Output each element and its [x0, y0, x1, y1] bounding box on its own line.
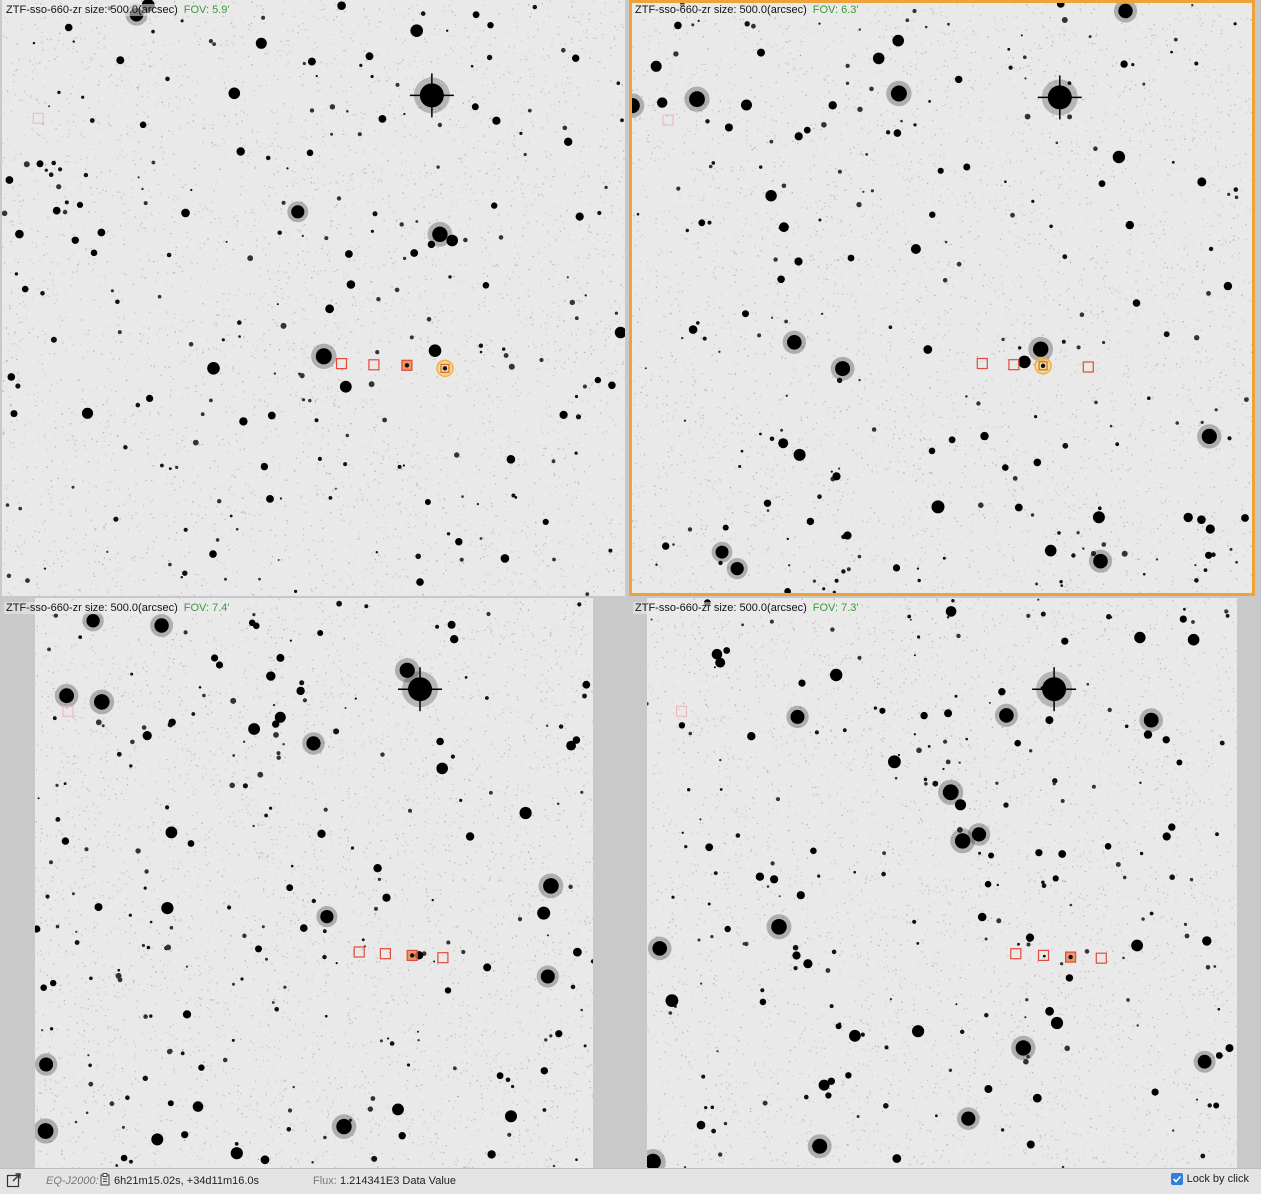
image-plot[interactable]: [2, 0, 625, 596]
coord-system-label: EQ-J2000:: [46, 1175, 99, 1187]
fov-label: FOV: 5.9': [184, 4, 230, 16]
fov-label: FOV: 7.4': [184, 602, 230, 614]
image-plot[interactable]: [35, 598, 593, 1168]
star-field-image[interactable]: [2, 0, 625, 596]
panel-title-text: ZTF-sso-660-zr size: 500.0(arcsec): [6, 4, 178, 16]
panel-title-text: ZTF-sso-660-zr size: 500.0(arcsec): [635, 4, 807, 16]
panel-title: ZTF-sso-660-zr size: 500.0(arcsec) FOV: 7…: [4, 602, 231, 614]
image-panel-2[interactable]: ZTF-sso-660-zr size: 500.0(arcsec) FOV: 6…: [629, 0, 1255, 596]
lock-checkbox[interactable]: [1171, 1173, 1183, 1185]
star-field-image[interactable]: [647, 598, 1237, 1168]
image-plot[interactable]: [632, 3, 1252, 593]
image-panel-3[interactable]: ZTF-sso-660-zr size: 500.0(arcsec) FOV: 7…: [0, 598, 627, 1168]
image-plot[interactable]: [647, 598, 1237, 1168]
fov-label: FOV: 7.3': [813, 602, 859, 614]
panel-title: ZTF-sso-660-zr size: 500.0(arcsec) FOV: 6…: [633, 4, 860, 16]
image-panel-4[interactable]: ZTF-sso-660-zr size: 500.0(arcsec) FOV: 7…: [629, 598, 1255, 1168]
fov-label: FOV: 6.3': [813, 4, 859, 16]
star-field-image[interactable]: [35, 598, 593, 1168]
lock-label: Lock by click: [1187, 1173, 1249, 1185]
check-icon: [1172, 1174, 1182, 1184]
coord-value: 6h21m15.02s, +34d11m16.0s: [114, 1175, 259, 1187]
flux-label: Flux:: [313, 1175, 337, 1187]
panel-title: ZTF-sso-660-zr size: 500.0(arcsec) FOV: 7…: [633, 602, 860, 614]
panel-title-text: ZTF-sso-660-zr size: 500.0(arcsec): [635, 602, 807, 614]
panel-title: ZTF-sso-660-zr size: 500.0(arcsec) FOV: 5…: [4, 4, 231, 16]
panel-title-text: ZTF-sso-660-zr size: 500.0(arcsec): [6, 602, 178, 614]
image-panel-1[interactable]: ZTF-sso-660-zr size: 500.0(arcsec) FOV: 5…: [0, 0, 627, 596]
expand-icon[interactable]: [6, 1172, 22, 1188]
star-field-image[interactable]: [632, 3, 1252, 593]
status-bar: EQ-J2000: 6h21m15.02s, +34d11m16.0s Flux…: [0, 1168, 1261, 1194]
lock-by-click-toggle[interactable]: Lock by click: [1171, 1173, 1249, 1185]
flux-value: 1.214341E3 Data Value: [340, 1175, 456, 1187]
copy-icon[interactable]: [100, 1173, 110, 1189]
